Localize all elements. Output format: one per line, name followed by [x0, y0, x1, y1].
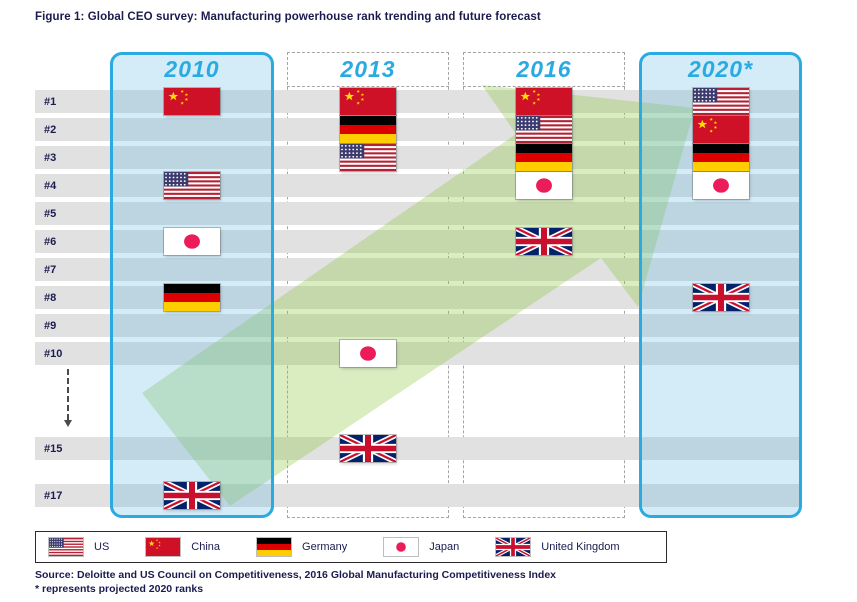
arrowhead-icon [63, 420, 72, 427]
us-flag-icon [49, 538, 83, 556]
legend-label: Germany [302, 541, 348, 553]
rank-row-1: #1 [35, 90, 802, 113]
footnote-text: * represents projected 2020 ranks [35, 583, 204, 595]
japan-flag-icon [384, 538, 419, 556]
rank-row-6: #6 [35, 230, 802, 253]
rank-row-7: #7 [35, 258, 802, 281]
china-flag-icon [340, 88, 396, 115]
rank-label: #3 [44, 151, 57, 164]
china-flag-icon [146, 538, 181, 556]
rank-label: #2 [44, 123, 57, 136]
us-flag-icon [692, 88, 749, 115]
china-flag-icon [516, 88, 572, 115]
united-kingdom-flag-icon [692, 284, 749, 311]
legend-label: United Kingdom [541, 541, 620, 553]
rank-label: #4 [44, 179, 57, 192]
united-kingdom-flag-icon [496, 538, 531, 556]
column-header-2010: 2010 [164, 56, 220, 82]
rank-gap-arrow [63, 369, 75, 427]
china-flag-icon [164, 88, 220, 115]
japan-flag-icon [340, 340, 396, 367]
germany-flag-icon [340, 116, 396, 143]
column-box-2013 [287, 52, 449, 518]
us-flag-icon [164, 172, 220, 199]
us-flag-icon [516, 116, 572, 143]
column-box-2016 [463, 52, 625, 518]
legend-label: China [191, 541, 221, 553]
united-kingdom-flag-icon [340, 435, 396, 462]
china-flag-icon [692, 116, 749, 143]
germany-flag-icon [692, 144, 749, 171]
rank-label: #7 [44, 263, 57, 276]
rank-label: #6 [44, 235, 57, 248]
japan-flag-icon [692, 172, 749, 199]
legend: US China Germany Japan United Kingdom [35, 531, 667, 563]
column-header-2013: 2013 [340, 56, 396, 82]
rank-label: #15 [44, 442, 63, 455]
legend-item-germany: Germany [257, 538, 347, 556]
japan-flag-icon [516, 172, 572, 199]
column-header-separator [463, 86, 625, 87]
legend-label: Japan [429, 541, 460, 553]
rank-row-3: #3 [35, 146, 802, 169]
rank-row-10: #10 [35, 342, 802, 365]
rank-row-15: #15 [35, 437, 802, 460]
rank-row-5: #5 [35, 202, 802, 225]
legend-label: US [94, 541, 110, 553]
figure-title: Figure 1: Global CEO survey: Manufacturi… [35, 11, 541, 23]
united-kingdom-flag-icon [164, 482, 220, 509]
legend-item-us: US [49, 538, 109, 556]
rank-row-8: #8 [35, 286, 802, 309]
source-text: Source: Deloitte and US Council on Compe… [35, 569, 557, 581]
germany-flag-icon [164, 284, 220, 311]
rank-row-2: #2 [35, 118, 802, 141]
dashed-line [67, 369, 75, 420]
column-header-2016: 2016 [516, 56, 572, 82]
legend-item-china: China [146, 538, 220, 556]
legend-item-united-kingdom: United Kingdom [496, 538, 620, 556]
rank-row-9: #9 [35, 314, 802, 337]
rank-label: #17 [44, 489, 63, 502]
japan-flag-icon [164, 228, 220, 255]
rank-row-4: #4 [35, 174, 802, 197]
us-flag-icon [340, 144, 396, 171]
column-header-2020-: 2020* [687, 56, 754, 82]
rank-label: #1 [44, 95, 57, 108]
germany-flag-icon [516, 144, 572, 171]
rank-label: #9 [44, 319, 57, 332]
rank-row-17: #17 [35, 484, 802, 507]
rank-label: #8 [44, 291, 57, 304]
rank-label: #10 [44, 347, 63, 360]
germany-flag-icon [257, 538, 292, 556]
column-header-separator [287, 86, 449, 87]
united-kingdom-flag-icon [516, 228, 572, 255]
legend-item-japan: Japan [384, 538, 459, 556]
rank-label: #5 [44, 207, 57, 220]
